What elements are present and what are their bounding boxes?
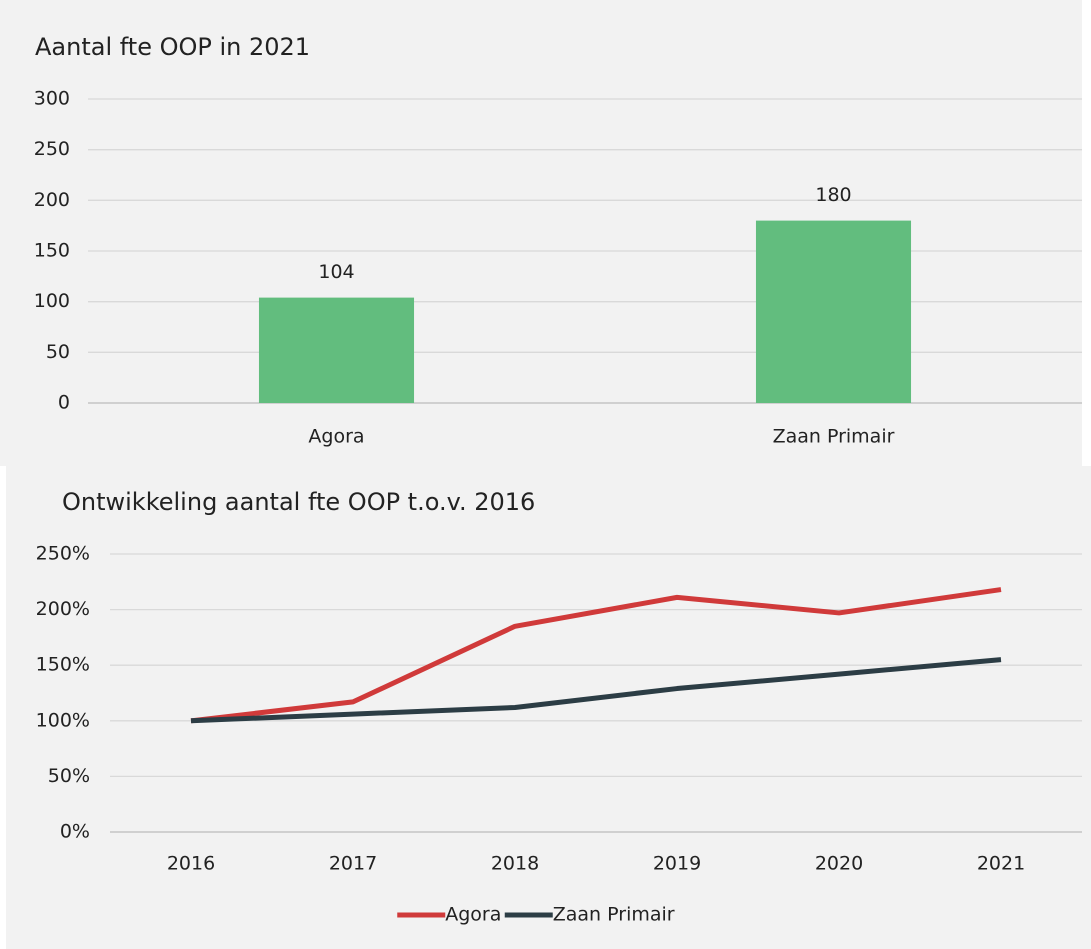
- y-tick-label: 200%: [36, 598, 90, 620]
- y-tick-label: 0%: [60, 821, 90, 843]
- y-tick-label: 50: [46, 341, 70, 363]
- y-tick-label: 100: [34, 290, 70, 312]
- chart-title: Ontwikkeling aantal fte OOP t.o.v. 2016: [62, 488, 535, 516]
- x-tick-label: Zaan Primair: [773, 426, 895, 448]
- x-tick-label: 2021: [977, 853, 1025, 875]
- x-tick-label: 2017: [329, 853, 377, 875]
- y-tick-label: 150%: [36, 654, 90, 676]
- y-tick-label: 150: [34, 240, 70, 262]
- panel: [0, 0, 1082, 466]
- line: [190, 587, 1002, 724]
- bar: [258, 297, 415, 403]
- y-tick-label: 100%: [36, 709, 90, 731]
- chart-title: Aantal fte OOP in 2021: [35, 33, 310, 61]
- y-tick-label: 250%: [36, 543, 90, 565]
- y-tick-label: 200: [34, 189, 70, 211]
- x-tick-label: Agora: [308, 426, 364, 448]
- x-tick-label: 2019: [653, 853, 701, 875]
- y-tick-label: 0: [58, 392, 70, 414]
- bar: [755, 220, 912, 403]
- x-tick-label: 2020: [815, 853, 863, 875]
- data-label: 180: [815, 184, 851, 206]
- legend-label: Agora: [445, 904, 501, 926]
- x-tick-label: 2018: [491, 853, 539, 875]
- x-tick-label: 2016: [167, 853, 215, 875]
- y-tick-label: 250: [34, 138, 70, 160]
- panel: [6, 466, 1091, 949]
- data-label: 104: [318, 261, 354, 283]
- legend-label: Zaan Primair: [553, 904, 675, 926]
- y-tick-label: 50%: [48, 765, 90, 787]
- line: [190, 657, 1002, 724]
- y-tick-label: 300: [34, 88, 70, 110]
